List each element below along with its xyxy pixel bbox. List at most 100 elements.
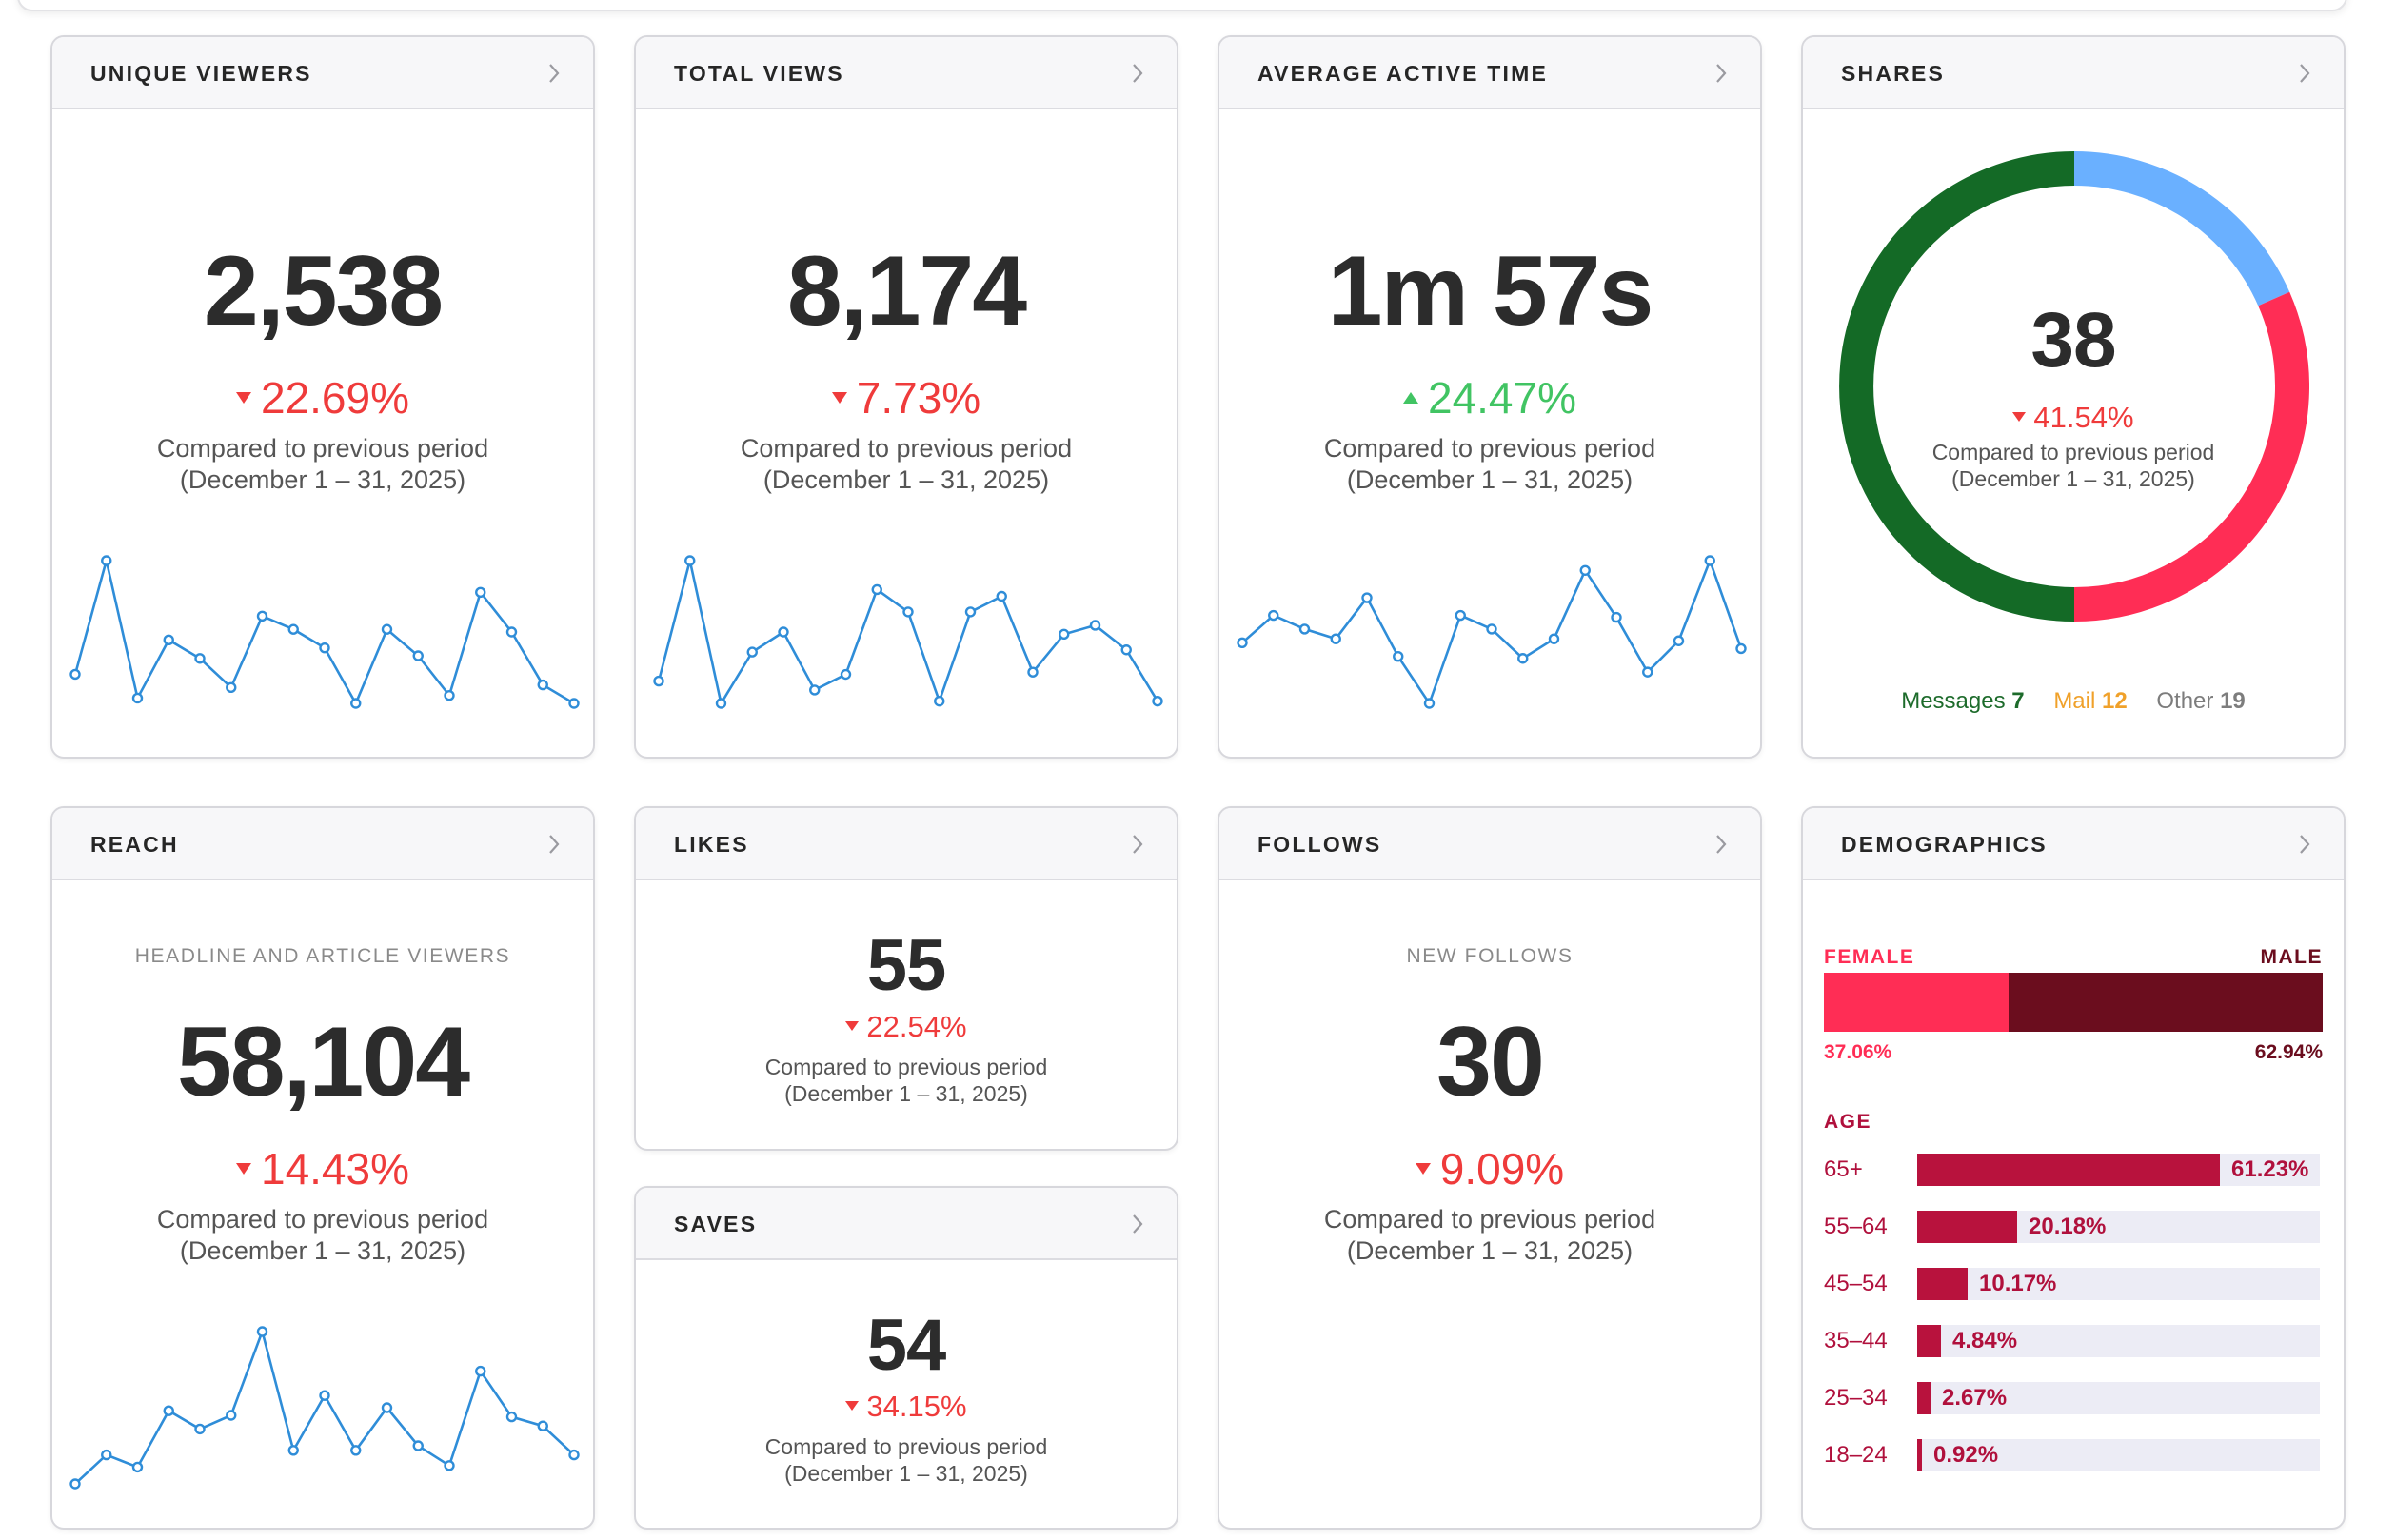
unique-viewers-sparkline: [69, 555, 580, 709]
demographics-card[interactable]: DEMOGRAPHICS FEMALE MALE 37.06% 62.94% A…: [1801, 806, 2346, 1530]
sparkline-point: [568, 1449, 580, 1461]
age-percent: 4.84%: [1952, 1328, 2018, 1353]
age-range-label: 25–34: [1824, 1385, 1888, 1411]
sparkline-point: [568, 698, 580, 709]
shares-donut-chart: [1839, 151, 2309, 622]
down-triangle-icon: [845, 1020, 860, 1031]
chevron-right-icon[interactable]: [547, 833, 561, 856]
comparison-text: Compared to previous period (December 1 –…: [740, 434, 1073, 494]
sparkline-point: [1455, 609, 1466, 622]
sparkline-point: [163, 1405, 174, 1416]
card-header[interactable]: SHARES: [1803, 37, 2344, 109]
sparkline-point: [537, 679, 548, 691]
unique-viewers-card[interactable]: UNIQUE VIEWERS 2,538 22.69% Compared to …: [50, 35, 595, 759]
card-header[interactable]: LIKES: [636, 808, 1177, 880]
sparkline-point: [319, 1390, 330, 1401]
sparkline-point: [1423, 698, 1436, 709]
age-range-label: 55–64: [1824, 1214, 1888, 1239]
follows-card[interactable]: FOLLOWS NEW FOLLOWS 30 9.09% Compared to…: [1218, 806, 1762, 1530]
sparkline-point: [1298, 623, 1311, 635]
saves-card[interactable]: SAVES 54 34.15% Compared to previous per…: [634, 1186, 1178, 1530]
reach-card[interactable]: REACH HEADLINE AND ARTICLE VIEWERS 58,10…: [50, 806, 595, 1530]
card-title: DEMOGRAPHICS: [1841, 832, 2048, 857]
shares-card[interactable]: SHARES 38 41.54% Compared to previous pe…: [1801, 35, 2346, 759]
sparkline-point: [996, 590, 1007, 602]
card-title: REACH: [90, 832, 179, 857]
chevron-right-icon[interactable]: [1714, 833, 1728, 856]
sparkline-point: [350, 698, 362, 709]
reach-sublabel: HEADLINE AND ARTICLE VIEWERS: [134, 945, 511, 967]
age-label: AGE: [1824, 1111, 1872, 1133]
likes-value: 55: [866, 925, 947, 1006]
card-header[interactable]: REACH: [52, 808, 593, 880]
comparison-text: Compared to previous period (December 1 –…: [764, 1055, 1048, 1106]
saves-value: 54: [866, 1305, 947, 1386]
chevron-right-icon[interactable]: [1714, 62, 1728, 85]
sparkline-point: [1548, 633, 1560, 644]
sparkline-point: [840, 668, 852, 681]
donut-segment-red: [2073, 291, 2309, 622]
sparkline-point: [1268, 609, 1279, 622]
age-percent: 0.92%: [1933, 1442, 1999, 1468]
age-percent: 2.67%: [1942, 1385, 2008, 1411]
chevron-right-icon[interactable]: [2298, 62, 2311, 85]
delta-percent: 9.09%: [1219, 1143, 1760, 1194]
donut-segment-blue: [2073, 151, 2290, 306]
age-bar-track: [1917, 1325, 2320, 1357]
sparkline-point: [131, 692, 144, 704]
sparkline-point: [1642, 666, 1653, 678]
chevron-right-icon[interactable]: [1131, 1213, 1144, 1235]
female-percent: 37.06%: [1824, 1041, 1892, 1063]
card-header[interactable]: AVERAGE ACTIVE TIME: [1219, 37, 1760, 109]
sparkline-point: [1089, 620, 1101, 631]
average-active-time-value: 1m 57s: [1327, 236, 1654, 346]
sparkline-point: [902, 606, 914, 618]
sparkline-point: [194, 653, 206, 664]
card-header[interactable]: FOLLOWS: [1219, 808, 1760, 880]
sparkline-point: [412, 650, 424, 661]
chevron-right-icon[interactable]: [2298, 833, 2311, 856]
sparkline-point: [101, 1449, 112, 1461]
sparkline-point: [412, 1440, 424, 1451]
delta-percent: 41.54%: [1803, 401, 2344, 435]
average-active-time-card[interactable]: AVERAGE ACTIVE TIME 1m 57s 24.47% Compar…: [1218, 35, 1762, 759]
sparkline-point: [226, 681, 237, 694]
follows-sublabel: NEW FOLLOWS: [1406, 945, 1574, 967]
sparkline-point: [684, 555, 696, 566]
sparkline-point: [537, 1420, 548, 1431]
sparkline-point: [163, 634, 174, 646]
card-title: AVERAGE ACTIVE TIME: [1257, 61, 1549, 86]
chevron-right-icon[interactable]: [547, 62, 561, 85]
card-header[interactable]: DEMOGRAPHICS: [1803, 808, 2344, 880]
chevron-right-icon[interactable]: [1131, 62, 1144, 85]
chevron-right-icon[interactable]: [1131, 833, 1144, 856]
sparkline-point: [505, 626, 518, 638]
sparkline-point: [1486, 623, 1497, 635]
sparkline-point: [1579, 564, 1591, 576]
card-header[interactable]: TOTAL VIEWS: [636, 37, 1177, 109]
age-percent: 61.23%: [2231, 1156, 2309, 1182]
total-views-value: 8,174: [786, 236, 1027, 346]
comparison-text: Compared to previous period (December 1 –…: [156, 1205, 489, 1265]
total-views-card[interactable]: TOTAL VIEWS 8,174 7.73% Compared to prev…: [634, 35, 1178, 759]
likes-card[interactable]: LIKES 55 22.54% Compared to previous per…: [634, 806, 1178, 1151]
sparkline-point: [350, 1445, 362, 1456]
delta-percent: 22.69%: [52, 372, 593, 424]
follows-value: 30: [1436, 1007, 1545, 1117]
sparkline-point: [1152, 695, 1163, 707]
card-header[interactable]: SAVES: [636, 1188, 1177, 1260]
down-triangle-icon: [2012, 411, 2027, 422]
delta-percent: 34.15%: [636, 1390, 1177, 1424]
sparkline-point: [444, 1460, 455, 1471]
sparkline-point: [226, 1410, 237, 1421]
age-bar-fill: [1917, 1439, 1922, 1471]
sparkline-point: [1361, 592, 1373, 603]
sparkline-point: [1704, 555, 1715, 566]
card-header[interactable]: UNIQUE VIEWERS: [52, 37, 593, 109]
sparkline-point: [1120, 644, 1132, 656]
sparkline-point: [101, 555, 112, 566]
card-title: SHARES: [1841, 61, 1946, 86]
age-row: 45–54 10.17%: [1824, 1268, 2320, 1300]
sparkline-point: [715, 698, 727, 709]
sparkline-point: [934, 695, 945, 707]
